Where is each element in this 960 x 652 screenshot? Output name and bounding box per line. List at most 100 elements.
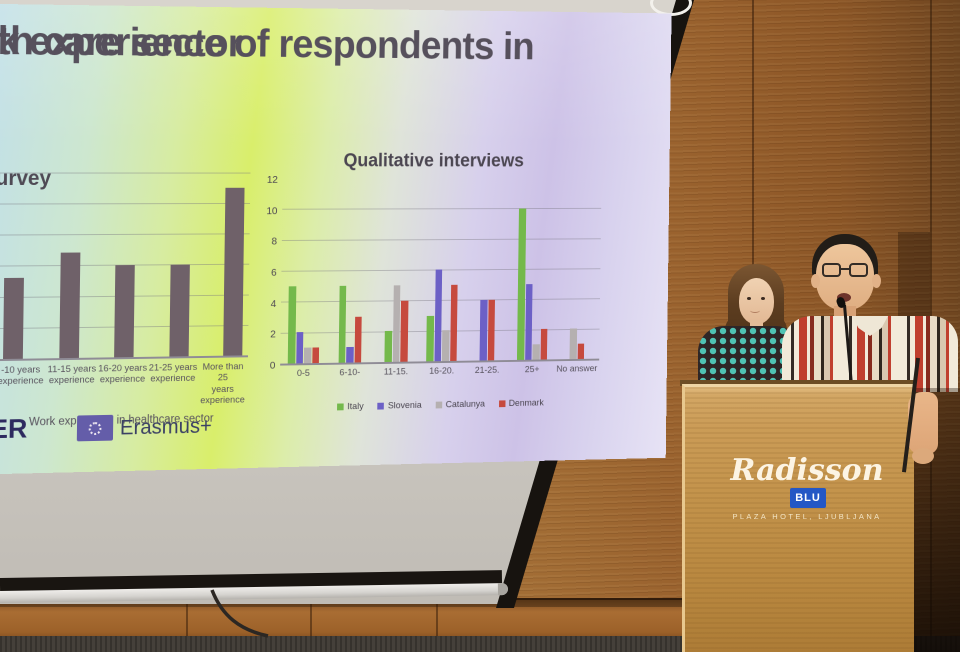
- y-tick-label: 0: [269, 359, 276, 372]
- legend-swatch: [336, 403, 344, 411]
- baseboard-seam: [186, 598, 188, 640]
- legend-label: Slovenia: [387, 400, 422, 412]
- bar-denmark: [540, 329, 548, 360]
- legend-item: Catalunya: [435, 399, 485, 411]
- bar-group: [373, 285, 420, 362]
- bar-italy: [338, 285, 347, 363]
- woman-neck: [750, 320, 763, 330]
- slide-title-line2: th care sector: [0, 18, 243, 66]
- survey-category-label: 16-20 years experience: [98, 362, 148, 386]
- bar-denmark: [487, 299, 496, 361]
- radisson-script-wordmark: Radisson: [730, 453, 884, 488]
- y-tick-label: 10: [266, 204, 278, 217]
- survey-bar-column: [114, 165, 136, 358]
- hotel-subtitle: PLAZA HOTEL, LJUBLJANA: [732, 512, 882, 521]
- legend-swatch: [498, 400, 506, 408]
- bar-catalunya: [392, 285, 401, 362]
- bar-catalunya: [303, 347, 312, 364]
- y-tick-label: 8: [271, 235, 278, 248]
- y-tick-label: 6: [271, 266, 277, 279]
- bar-italy: [287, 286, 297, 364]
- survey-bar: [223, 187, 245, 356]
- survey-category-label: More than 25 years experience: [200, 361, 245, 407]
- legend-swatch: [377, 402, 385, 410]
- bar-catalunya: [569, 328, 577, 360]
- x-category-label: 21-25.: [474, 364, 500, 376]
- partner-logo-fragment: ER: [0, 413, 28, 445]
- bar-denmark: [577, 343, 585, 359]
- qualitative-chart-title: Qualitative interviews: [343, 150, 524, 172]
- bar-denmark: [400, 300, 409, 362]
- bar-denmark: [312, 347, 320, 364]
- y-tick-label: 12: [266, 174, 278, 186]
- bar-group: [510, 208, 557, 360]
- man-glasses-bridge: [840, 268, 850, 270]
- legend-swatch: [435, 401, 443, 409]
- woman-face: [739, 278, 774, 324]
- x-category-label: 16-20.: [429, 365, 455, 377]
- eu-stars-icon: [88, 421, 102, 435]
- qualitative-chart-plot: [280, 179, 602, 366]
- qualitative-chart-body: 0 2 4 6 8 10 12: [259, 174, 602, 372]
- x-category-label: 6-10-: [339, 367, 361, 379]
- blu-badge: BLU: [790, 488, 826, 508]
- legend-item: Denmark: [498, 397, 544, 409]
- legend-label: Denmark: [508, 397, 544, 409]
- survey-bar-column: [168, 165, 191, 357]
- x-category-label: 0-5: [296, 368, 310, 379]
- bar-slovenia: [295, 332, 304, 364]
- bar-group: [280, 286, 328, 364]
- x-category-label: No answer: [556, 363, 598, 375]
- survey-category-label: 11-15 years experience: [47, 363, 97, 387]
- legend-item: Italy: [336, 401, 364, 413]
- man-glasses-lens: [822, 263, 841, 277]
- eu-flag-icon: [76, 414, 114, 442]
- erasmus-plus-label: Erasmus+: [119, 414, 212, 440]
- survey-bar: [114, 264, 135, 358]
- presenter-man: [780, 232, 960, 392]
- survey-category-label: -10 years experience: [0, 364, 44, 388]
- woman-eye: [747, 297, 751, 300]
- bar-slovenia: [525, 283, 533, 360]
- survey-bar-column: [223, 165, 245, 356]
- bar-group: [465, 299, 511, 361]
- qualitative-chart-yaxis: 0 2 4 6 8 10 12: [259, 174, 282, 372]
- y-tick-label: 2: [270, 328, 276, 341]
- legend-item: Slovenia: [377, 400, 422, 412]
- x-category-label: 25+: [524, 364, 540, 376]
- survey-bar-column: [3, 165, 25, 359]
- man-glasses-lens: [849, 263, 868, 277]
- bar-denmark: [450, 284, 459, 361]
- survey-bar-column: [58, 165, 81, 359]
- woman-smile: [750, 308, 760, 313]
- survey-bar: [58, 252, 80, 359]
- bar-group: [419, 269, 466, 362]
- legend-label: Italy: [347, 401, 364, 413]
- bar-slovenia: [479, 299, 488, 361]
- man-hand: [912, 448, 934, 464]
- bar-group: [327, 285, 374, 363]
- x-category-label: 11-15.: [383, 366, 409, 378]
- podium: RadissonBLU PLAZA HOTEL, LJUBLJANA: [682, 384, 914, 652]
- survey-chart-labels: -10 years experience 11-15 years experien…: [0, 357, 248, 410]
- radisson-blu-logo: RadissonBLU PLAZA HOTEL, LJUBLJANA: [713, 453, 901, 521]
- hanging-cable: [210, 589, 269, 638]
- baseboard-seam: [310, 598, 312, 640]
- bar-italy: [384, 331, 393, 362]
- qualitative-chart: Qualitative interviews 0 2 4 6 8 10 12 0-5 6-10…: [259, 151, 602, 414]
- man-ear: [811, 274, 820, 288]
- man-ear: [872, 274, 881, 288]
- bar-catalunya: [442, 330, 450, 362]
- bar-denmark: [354, 316, 363, 363]
- survey-bar: [168, 264, 190, 357]
- bar-group: [555, 328, 600, 360]
- woman-eye: [761, 297, 765, 300]
- survey-bar: [3, 277, 24, 359]
- bar-slovenia: [434, 269, 443, 362]
- podium-top-edge: [680, 380, 916, 386]
- survey-chart: -10 years experience 11-15 years experien…: [0, 165, 251, 429]
- bar-catalunya: [532, 344, 540, 360]
- y-tick-label: 4: [270, 297, 277, 310]
- survey-category-label: 21-25 years experience: [148, 361, 198, 385]
- bar-italy: [426, 315, 435, 362]
